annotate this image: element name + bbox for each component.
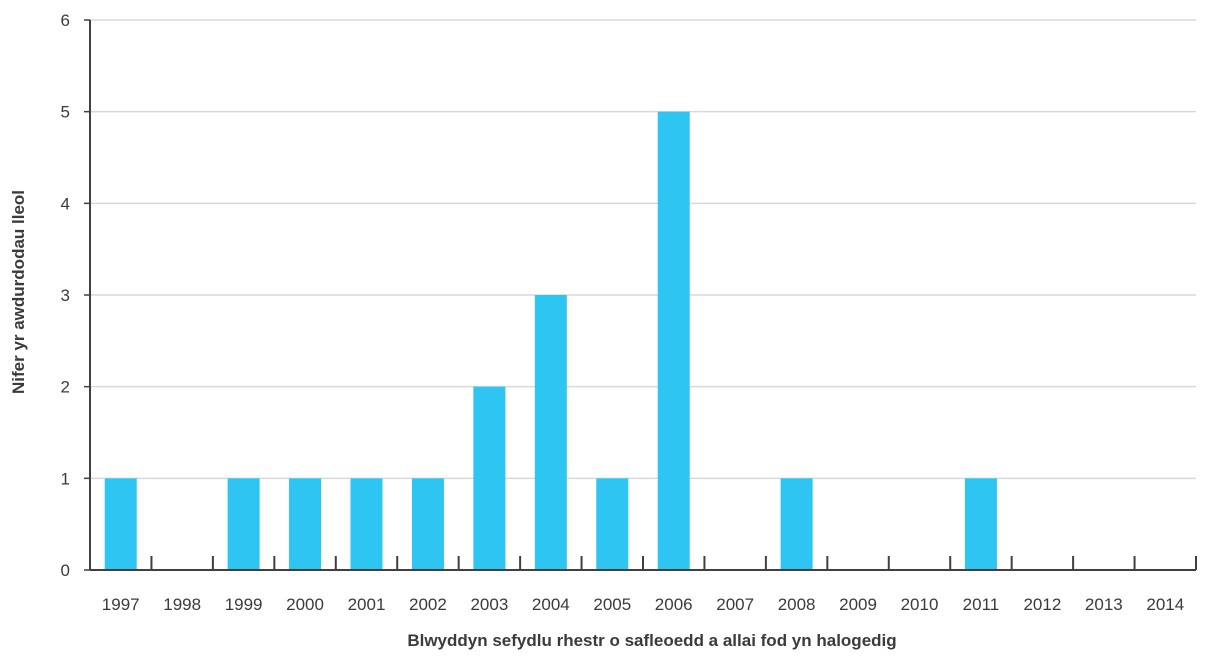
gridlines	[90, 19, 1196, 480]
x-tick-label: 2010	[901, 595, 939, 614]
bars	[104, 111, 997, 571]
y-tick-label: 6	[61, 11, 70, 30]
y-tick-label: 1	[61, 469, 70, 488]
x-tick-label: 2007	[716, 595, 754, 614]
x-tick-label: 2011	[963, 595, 1000, 614]
x-tick-label: 2014	[1146, 595, 1184, 614]
x-tick-label: 2008	[778, 595, 816, 614]
x-tick-label: 2013	[1085, 595, 1123, 614]
axes	[84, 19, 1197, 571]
x-tick-label: 2001	[348, 595, 386, 614]
x-tick-label: 1998	[163, 595, 201, 614]
x-tick-label: 2002	[409, 595, 447, 614]
bar	[473, 386, 506, 570]
x-tick-label: 2000	[286, 595, 324, 614]
y-tick-label: 4	[61, 194, 70, 213]
y-axis-title: Nifer yr awdurdodau lleol	[9, 190, 28, 394]
y-tick-label: 2	[61, 378, 70, 397]
x-tick-label: 1997	[102, 595, 140, 614]
x-tick-label: 2005	[593, 595, 631, 614]
bar	[104, 478, 137, 570]
bar	[350, 478, 383, 570]
bar	[780, 478, 813, 570]
bar	[289, 478, 322, 570]
x-axis-title: Blwyddyn sefydlu rhestr o safleoedd a al…	[407, 631, 896, 650]
x-tick-label: 2009	[839, 595, 877, 614]
bar	[411, 478, 444, 570]
y-tick-label: 5	[61, 103, 70, 122]
y-tick-label: 3	[61, 286, 70, 305]
x-tick-label: 2006	[655, 595, 693, 614]
x-tick-labels: 1997 1998 1999 2000 2001 2002 2003 2004 2005 2006…	[102, 595, 1184, 614]
x-tick-label: 2004	[532, 595, 570, 614]
x-tick-label: 1999	[225, 595, 263, 614]
x-tick-label: 2003	[470, 595, 508, 614]
bar	[964, 478, 997, 570]
y-tick-label: 0	[61, 561, 70, 580]
y-tick-labels: 0 1 2 3 4 5 6	[61, 11, 70, 580]
bar	[534, 295, 567, 570]
x-tick-label: 2012	[1023, 595, 1061, 614]
bar	[596, 478, 629, 570]
bar	[227, 478, 260, 570]
bar	[657, 111, 690, 571]
